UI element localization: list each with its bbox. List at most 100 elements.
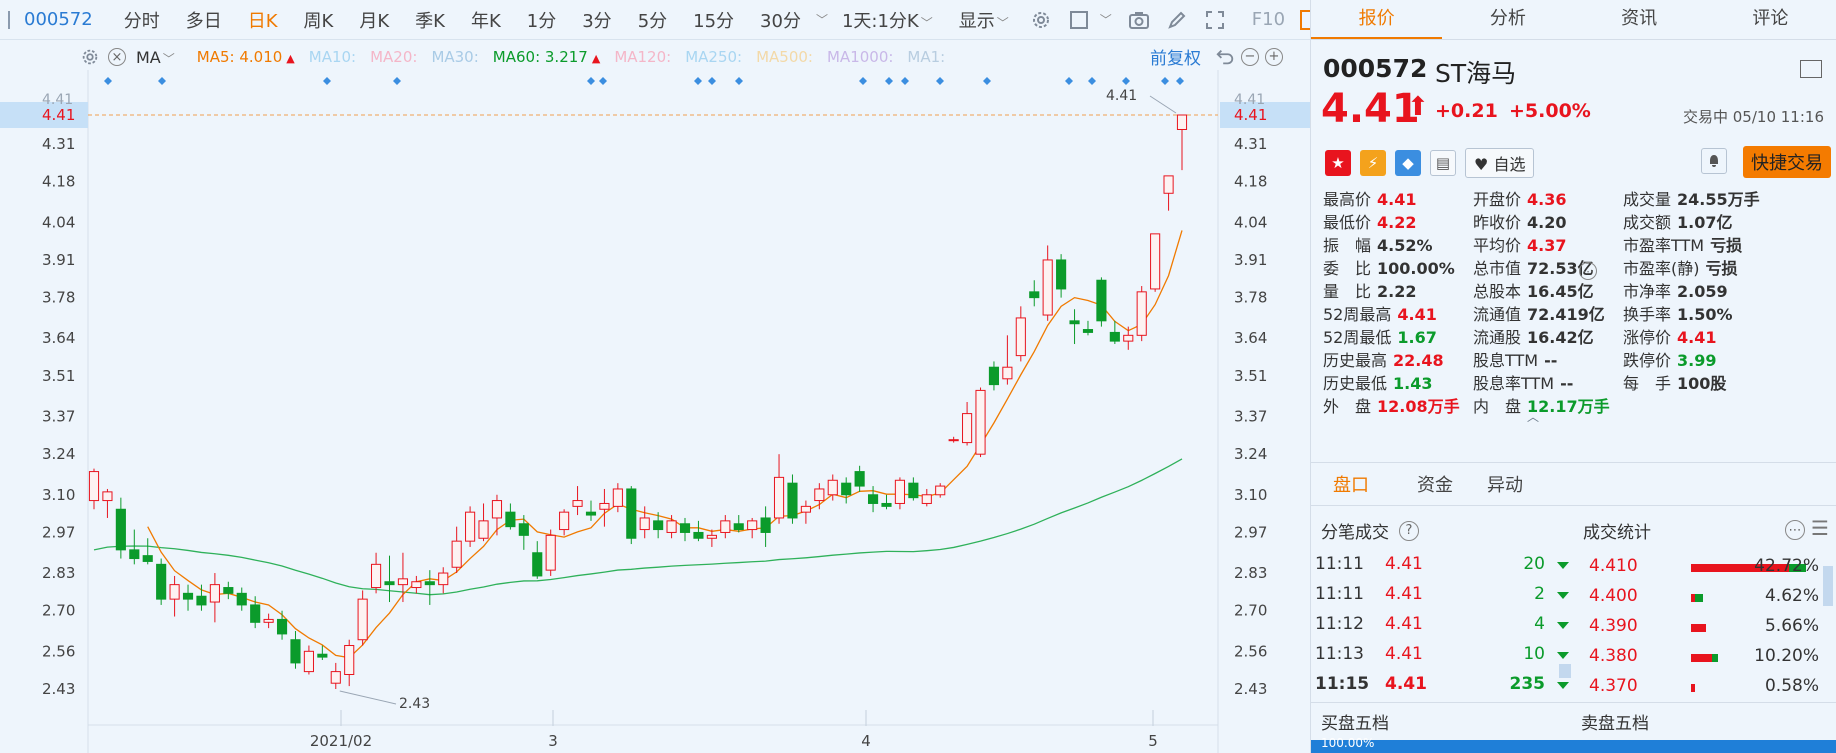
stat-value: 72.53亿 bbox=[1527, 259, 1594, 278]
tab-comments[interactable]: 评论 bbox=[1752, 8, 1789, 29]
candle-up bbox=[344, 645, 355, 676]
candle-up bbox=[169, 584, 180, 600]
quick-trade-button[interactable]: 快捷交易 bbox=[1743, 146, 1831, 178]
ticks-scrollbar[interactable] bbox=[1559, 664, 1571, 678]
ma-item-6[interactable]: MA250: bbox=[685, 48, 742, 66]
candle-down bbox=[585, 511, 597, 516]
undo-icon[interactable] bbox=[1215, 46, 1235, 68]
candle-down bbox=[1029, 291, 1040, 299]
ma-item-2[interactable]: MA20: bbox=[370, 48, 417, 66]
period-tab-10[interactable]: 15分 bbox=[693, 10, 735, 32]
stat-label: 涨停价 bbox=[1623, 328, 1672, 347]
sell-triangle-icon bbox=[1557, 682, 1569, 689]
tick-price: 4.41 bbox=[1385, 674, 1427, 694]
pen-draw-icon[interactable] bbox=[1166, 9, 1188, 31]
tick-price: 4.41 bbox=[1385, 614, 1423, 634]
period-tab-1[interactable]: 多日 bbox=[185, 10, 222, 32]
period-tab-3[interactable]: 周K bbox=[303, 10, 334, 32]
period-tab-2[interactable]: 日K bbox=[247, 10, 278, 32]
volume-bar-red bbox=[1691, 624, 1707, 632]
ma-item-5[interactable]: MA120: bbox=[614, 48, 671, 66]
add-watchlist-button[interactable]: ♥ 自选 bbox=[1465, 148, 1535, 178]
ma-item-8[interactable]: MA1000: bbox=[827, 48, 893, 66]
kline-chart[interactable]: 4.41 4.31 4.18 4.04 3.91 3.78 3.64 3.51 3.37 3.24… bbox=[0, 70, 1310, 753]
stat-item: 股息TTM -- bbox=[1473, 347, 1557, 371]
candle-up bbox=[478, 520, 489, 539]
subtab-1[interactable]: 资金 bbox=[1417, 475, 1453, 496]
ma-item-4[interactable]: MA60: 3.217 ▲ bbox=[493, 48, 601, 66]
stat-label: 股息TTM bbox=[1473, 351, 1539, 370]
period-tab-4[interactable]: 月K bbox=[359, 10, 390, 32]
fullscreen-icon[interactable] bbox=[1204, 9, 1226, 31]
y-tick-label: 4.41 bbox=[42, 106, 75, 124]
kline-chart-svg[interactable]: 4.41 4.31 4.18 4.04 3.91 3.78 3.64 3.51 3.37 3.24… bbox=[0, 70, 1310, 753]
tick-price: 4.41 bbox=[1385, 644, 1423, 664]
volume-stat-percent: 10.20% bbox=[1754, 646, 1819, 666]
high-price-label: 4.41 bbox=[1106, 88, 1137, 104]
ma-items: MA5: 4.010 ▲ MA10: MA20: MA30: MA60: 3.217 ▲ MA… bbox=[197, 48, 959, 66]
period-tab-0[interactable]: 分时 bbox=[123, 10, 160, 32]
tab-quote[interactable]: 报价 bbox=[1311, 0, 1443, 39]
volume-scrollbar[interactable] bbox=[1823, 566, 1833, 606]
period-more-chevron-icon[interactable]: ﹀ bbox=[815, 13, 828, 27]
subtab-0[interactable]: 盘口 bbox=[1333, 475, 1369, 496]
price-adjust-select[interactable]: 前复权 bbox=[1150, 49, 1201, 69]
lightning-icon[interactable]: ⚡ bbox=[1360, 150, 1386, 176]
more-options-icon[interactable]: ⋯ bbox=[1785, 520, 1805, 540]
period-tab-6[interactable]: 年K bbox=[470, 10, 501, 32]
zoom-in-icon[interactable]: + bbox=[1265, 47, 1283, 66]
stat-item: 开盘价 4.36 bbox=[1473, 186, 1567, 210]
tab-analysis[interactable]: 分析 bbox=[1489, 8, 1526, 29]
ma-close-icon[interactable]: × bbox=[108, 48, 126, 66]
stats-grid: 最高价 4.41 开盘价 4.36 成交量 24.55万手 最低价 4.22 昨收价 4.20 成交… bbox=[1311, 180, 1836, 490]
stat-item: 流通股 16.42亿 bbox=[1473, 324, 1594, 348]
stat-label: 市盈率TTM bbox=[1623, 236, 1705, 255]
stat-label: 外 盘 bbox=[1323, 397, 1372, 416]
volume-stat-row: 4.400 4.62% bbox=[1583, 582, 1836, 612]
bell-alert-icon[interactable] bbox=[1701, 148, 1727, 174]
list-view-icon[interactable]: ☰ bbox=[1811, 516, 1829, 540]
display-select[interactable]: 显示 ﹀ bbox=[959, 7, 1009, 33]
stock-code-link[interactable]: 000572 bbox=[24, 9, 93, 30]
tab-news[interactable]: 资讯 bbox=[1621, 8, 1658, 29]
chevron-down-icon[interactable]: ﹀ bbox=[1099, 13, 1112, 27]
y-axis-right: 4.41 4.31 4.18 4.04 3.91 3.78 3.64 3.51 3.37 3.24… bbox=[1220, 92, 1310, 698]
zoom-out-icon[interactable]: − bbox=[1241, 47, 1259, 66]
period-tab-7[interactable]: 1分 bbox=[526, 10, 557, 32]
tag-icon[interactable]: ◆ bbox=[1395, 150, 1421, 176]
y-tick-label: 2.43 bbox=[1234, 680, 1267, 698]
china-flag-icon[interactable]: ★ bbox=[1325, 150, 1351, 176]
stat-value: 4.41 bbox=[1677, 328, 1717, 347]
period-tab-8[interactable]: 3分 bbox=[582, 10, 612, 32]
tick-time: 11:15 bbox=[1315, 674, 1370, 694]
sidebar-toggle-icon[interactable] bbox=[8, 10, 10, 29]
more-info-icon[interactable]: ⋯ bbox=[1579, 262, 1597, 280]
stat-label: 流通股 bbox=[1473, 328, 1522, 347]
ma-item-1[interactable]: MA10: bbox=[309, 48, 356, 66]
period-tab-5[interactable]: 季K bbox=[415, 10, 445, 32]
subtab-2[interactable]: 异动 bbox=[1487, 475, 1523, 496]
y-tick-label: 2.97 bbox=[42, 523, 75, 541]
stat-label: 量 比 bbox=[1323, 282, 1372, 301]
ma-item-9[interactable]: MA1: bbox=[907, 48, 945, 66]
ma-settings-gear-icon[interactable] bbox=[80, 46, 100, 68]
ma-item-0[interactable]: MA5: 4.010 ▲ bbox=[197, 48, 295, 66]
f10-button[interactable]: F10 bbox=[1251, 9, 1286, 30]
collapse-chevron-icon[interactable]: ︿ bbox=[1527, 410, 1540, 424]
stat-item: 平均价 4.37 bbox=[1473, 232, 1567, 256]
chevron-down-icon: ﹀ bbox=[996, 15, 1009, 30]
stat-item: 每 手 100股 bbox=[1623, 370, 1726, 394]
stat-value: 4.41 bbox=[1397, 305, 1437, 324]
help-icon[interactable]: ? bbox=[1399, 520, 1419, 541]
ma-item-7[interactable]: MA500: bbox=[756, 48, 813, 66]
ma-select[interactable]: MA ﹀ bbox=[136, 48, 175, 67]
notes-icon[interactable]: ▤ bbox=[1430, 150, 1456, 176]
range-select[interactable]: 1天:1分K ﹀ bbox=[842, 7, 933, 33]
period-tab-11[interactable]: 30分 bbox=[760, 10, 801, 32]
panel-menu-icon[interactable] bbox=[1800, 60, 1822, 78]
period-tab-9[interactable]: 5分 bbox=[637, 10, 668, 32]
layout-square-icon[interactable] bbox=[1068, 9, 1090, 31]
settings-gear-icon[interactable] bbox=[1030, 9, 1052, 31]
ma-item-3[interactable]: MA30: bbox=[431, 48, 478, 66]
camera-icon[interactable] bbox=[1128, 9, 1150, 31]
